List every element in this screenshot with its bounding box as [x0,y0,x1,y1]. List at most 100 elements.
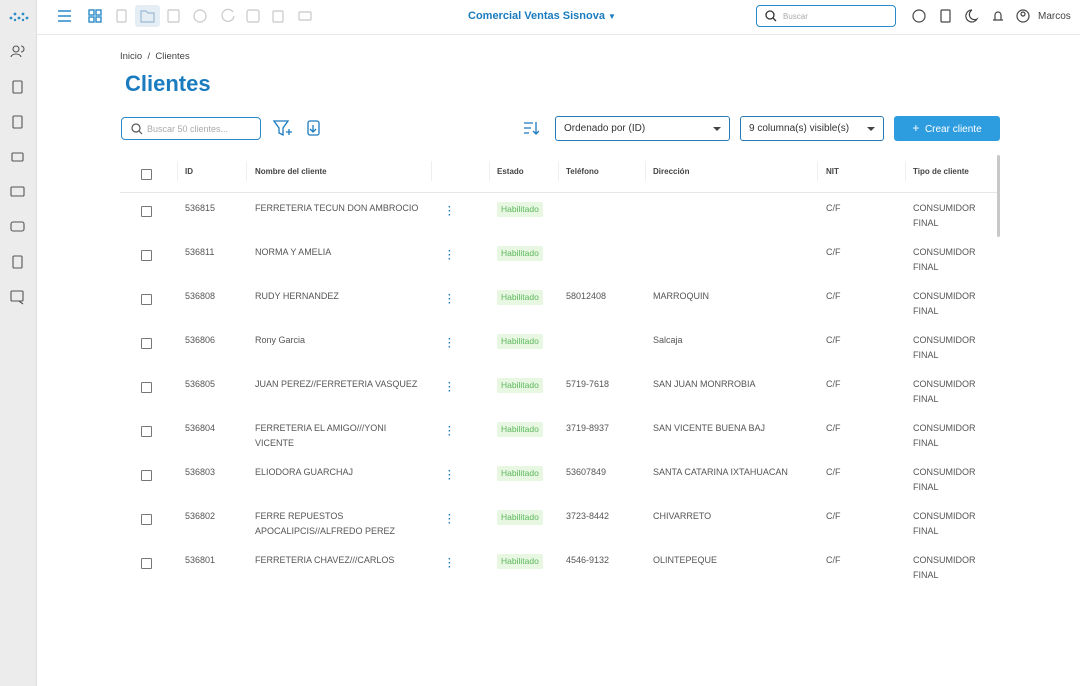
row-actions[interactable]: · · · [448,246,452,265]
row-checkbox[interactable] [141,514,152,525]
column-divider [558,161,559,181]
page-title: Clientes [125,71,211,96]
column-divider [177,161,178,181]
scrollbar[interactable] [997,155,1000,237]
cell: C/F [826,511,841,521]
cell: C/F [826,555,841,565]
cell: FERRETERIA TECUN DON AMBROCIO [255,203,419,213]
top-bar: Comercial Ventas Sisnova ▼ Buscar Marcos [37,0,1080,35]
row-actions[interactable]: · · · [448,510,452,529]
create-button[interactable]: + Crear cliente [894,116,1000,141]
sidebar-icons [9,12,29,305]
cell: FERRE REPUESTOS APOCALIPCIS//ALFREDO PER… [255,511,396,536]
column-header[interactable]: Estado [497,167,524,176]
row-actions[interactable]: · · · [448,554,452,573]
cell: 536801 [185,555,216,565]
cell: FERRETERIA EL AMIGO///YONI VICENTE [255,423,387,448]
cell: CONSUMIDOR FINAL [913,291,976,316]
column-header[interactable]: Dirección [653,167,690,176]
row-actions[interactable]: · · · [448,290,452,309]
search-placeholder: Buscar [783,12,808,21]
status-badge: Habilitado [497,466,543,481]
cell: Salcaja [653,335,683,345]
row-actions[interactable]: · · · [448,422,452,441]
cell: 536803 [185,467,216,477]
column-divider [905,161,906,181]
cell: 3723-8442 [566,511,610,521]
cell: SAN JUAN MONRROBIA [653,379,756,389]
cell: 536804 [185,423,216,433]
cell: CHIVARRETO [653,511,712,521]
company-name[interactable]: Comercial Ventas Sisnova [468,10,605,22]
row-checkbox[interactable] [141,558,152,569]
cell: Rony Garcia [255,335,306,345]
column-divider [431,161,432,181]
cell: 536811 [185,247,215,257]
cell: 4546-9132 [566,555,610,565]
column-divider [645,161,646,181]
cell: RUDY HERNANDEZ [255,291,339,301]
breadcrumb-separator: / [147,51,151,62]
cell: CONSUMIDOR FINAL [913,203,976,228]
cell: C/F [826,467,841,477]
column-header[interactable]: NIT [826,167,839,176]
row-actions[interactable]: · · · [448,202,452,221]
clients-table: ID Nombre del cliente Estado Teléfono Direcc… [120,155,998,595]
row-checkbox[interactable] [141,426,152,437]
breadcrumb-current: Clientes [155,51,190,62]
row-actions[interactable]: · · · [448,466,452,485]
cell: CONSUMIDOR FINAL [913,423,976,448]
client-search[interactable]: Buscar 50 clientes... [121,117,261,140]
select-all-checkbox[interactable] [141,169,152,180]
row-checkbox[interactable] [141,470,152,481]
cell: CONSUMIDOR FINAL [913,379,976,404]
status-badge: Habilitado [497,334,543,349]
status-badge: Habilitado [497,510,543,525]
row-checkbox[interactable] [141,294,152,305]
breadcrumb-link[interactable]: Inicio [120,51,143,62]
cell: 5719-7618 [566,379,610,389]
cell: C/F [826,335,841,345]
cell: NORMA Y AMELIA [255,247,332,257]
top-toolbar-icons [58,5,312,27]
cell: FERRETERIA CHAVEZ///CARLOS [255,555,395,565]
cell: C/F [826,203,841,213]
cell: CONSUMIDOR FINAL [913,335,976,360]
sort-select[interactable]: Ordenado por (ID) [555,116,730,141]
cell: 536802 [185,511,216,521]
sidebar [0,0,37,686]
row-checkbox[interactable] [141,250,152,261]
cell: 53607849 [566,467,607,477]
search-icon [765,10,777,22]
row-checkbox[interactable] [141,382,152,393]
column-header[interactable]: Teléfono [566,167,599,176]
cell: CONSUMIDOR FINAL [913,511,976,536]
status-badge: Habilitado [497,202,543,217]
right-icons[interactable] [909,7,1034,27]
status-badge: Habilitado [497,554,543,569]
column-header[interactable]: Tipo de cliente [913,167,969,176]
column-header[interactable]: ID [185,167,193,176]
row-actions[interactable]: · · · [448,378,452,397]
cell: CONSUMIDOR FINAL [913,555,976,580]
cell: 536805 [185,379,216,389]
column-divider [246,161,247,181]
column-divider [489,161,490,181]
toolbar-icons[interactable] [270,117,550,141]
breadcrumb: Inicio / Clientes [120,51,190,62]
create-label[interactable]: Crear cliente [924,124,982,135]
columns-select[interactable]: 9 columna(s) visible(s) [740,116,884,141]
cell: OLINTEPEQUE [653,555,718,565]
row-actions[interactable]: · · · [448,334,452,353]
user-name[interactable]: Marcos [1038,11,1071,22]
cell: 536815 [185,203,216,213]
status-badge: Habilitado [497,290,543,305]
cell: C/F [826,247,841,257]
column-header[interactable]: Nombre del cliente [255,167,327,176]
global-search[interactable]: Buscar [756,5,896,27]
sort-label: Ordenado por (ID) [564,123,646,134]
company-selector[interactable]: Comercial Ventas Sisnova ▼ [468,10,616,22]
row-checkbox[interactable] [141,206,152,217]
row-checkbox[interactable] [141,338,152,349]
